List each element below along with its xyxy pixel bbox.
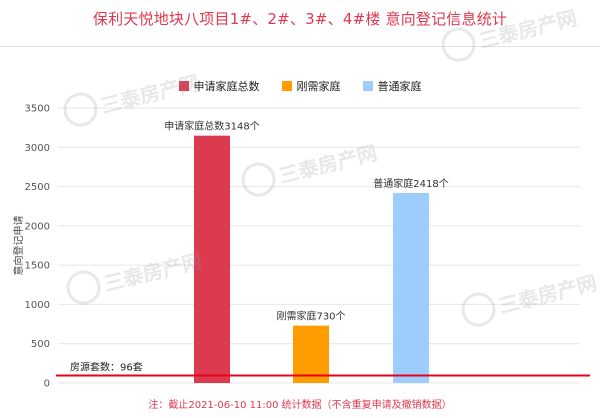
bar-2: [293, 325, 329, 383]
legend-item-total: 申请家庭总数: [178, 78, 260, 94]
y-tick-label: 2000: [25, 221, 50, 232]
chart-title: 保利天悦地块八项目1#、2#、3#、4#楼 意向登记信息统计: [92, 10, 508, 28]
y-tick-label: 0: [44, 379, 50, 390]
legend-label-regular: 普通家庭: [377, 80, 422, 93]
bar-data-label: 刚需家庭730个: [276, 310, 345, 323]
legend-swatch-rigid: [281, 81, 292, 91]
y-tick-label: 500: [31, 339, 50, 350]
y-tick-label: 2500: [25, 182, 50, 193]
chart-legend: 申请家庭总数 刚需家庭 普通家庭: [0, 78, 600, 94]
y-tick-label: 1000: [25, 300, 50, 311]
bar-1: [194, 135, 230, 383]
header-divider: [0, 46, 600, 47]
bar-3: [393, 193, 429, 383]
reference-line-label: 房源套数：96套: [70, 360, 143, 373]
legend-label-rigid: 刚需家庭: [296, 80, 341, 93]
legend-item-regular: 普通家庭: [362, 78, 422, 94]
bar-data-label: 普通家庭2418个: [373, 177, 448, 190]
bar-data-label: 申请家庭总数3148个: [164, 120, 259, 133]
legend-item-rigid: 刚需家庭: [281, 78, 341, 94]
footnote: 注：截止2021-06-10 11:00 统计数据（不含重复申请及撤销数据）: [148, 400, 452, 411]
y-tick-label: 3000: [25, 143, 50, 154]
legend-swatch-total: [178, 81, 189, 91]
y-axis-title: 意向登记申请: [12, 216, 25, 276]
y-tick-label: 3500: [25, 104, 50, 115]
legend-swatch-regular: [362, 81, 373, 91]
y-tick-label: 1500: [25, 261, 50, 272]
legend-label-total: 申请家庭总数: [193, 80, 260, 93]
